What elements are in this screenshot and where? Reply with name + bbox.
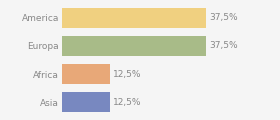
Text: 37,5%: 37,5% (209, 13, 238, 22)
Bar (62, 36, 206, 56)
Bar (62, 92, 110, 112)
Text: 12,5%: 12,5% (113, 98, 141, 107)
Text: 12,5%: 12,5% (113, 70, 141, 79)
Text: 37,5%: 37,5% (209, 41, 238, 50)
Bar (62, 8, 206, 28)
Bar (62, 64, 110, 84)
